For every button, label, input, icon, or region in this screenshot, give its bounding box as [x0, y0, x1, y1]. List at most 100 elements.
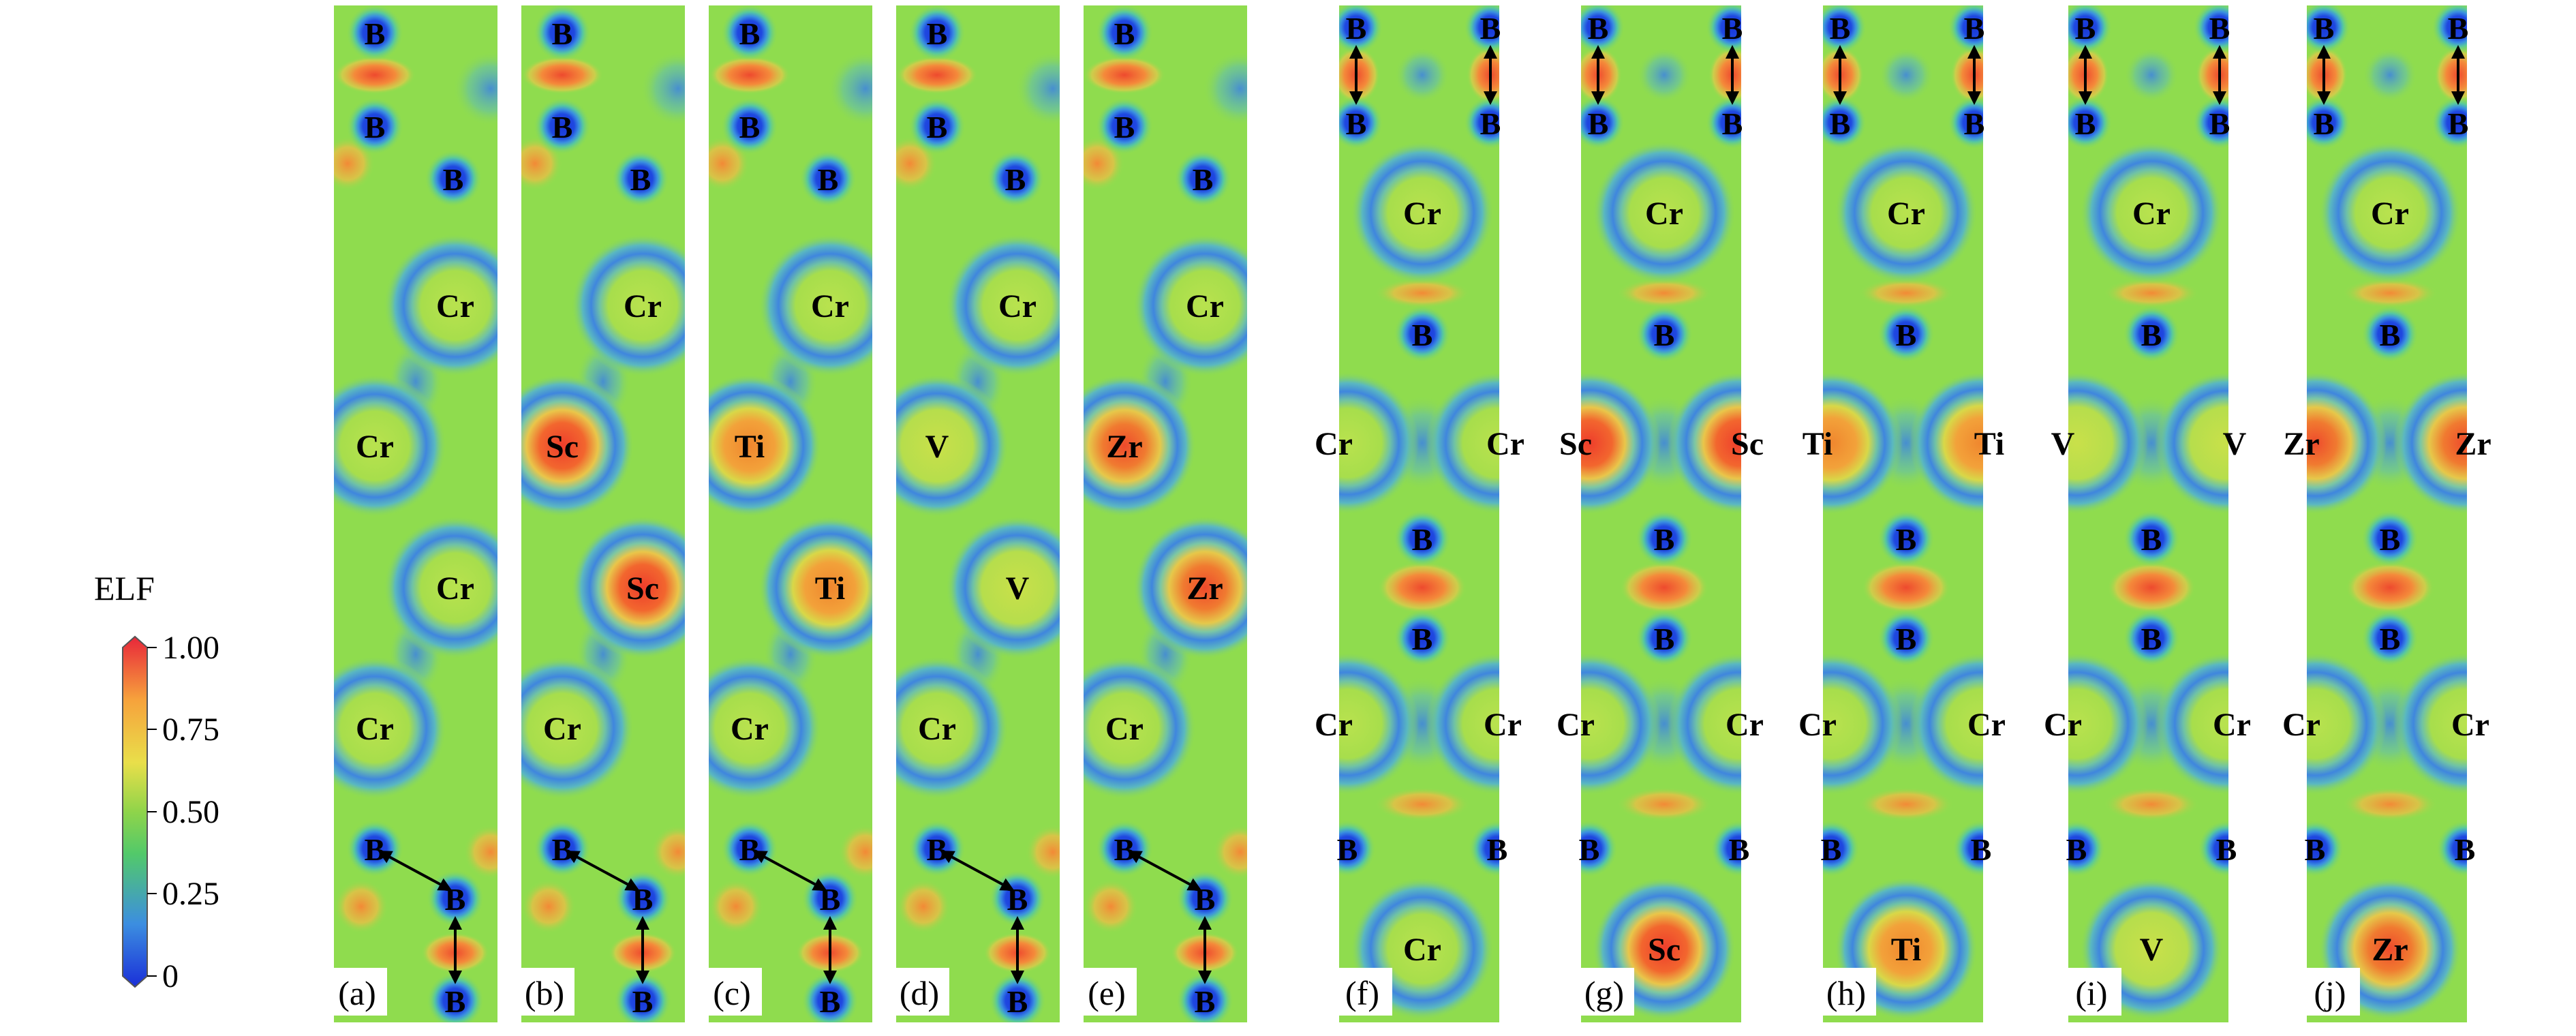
atom-b-density	[1469, 820, 1499, 877]
atom-b-density	[1339, 95, 1383, 150]
atom-cr-density	[1339, 371, 1419, 515]
panel-c: B B B Cr Ti Ti Cr B B B (c)	[702, 5, 872, 1022]
atom-label-zr: Zr	[1106, 429, 1142, 465]
elf-panels: B B B Cr Cr Cr Cr B B B (a) B B B Cr Sc Sc Cr B B B (b) B B B Cr T…	[327, 5, 2491, 1022]
atom-cr-density	[334, 656, 446, 799]
atom-label-cr: Cr	[2451, 707, 2489, 743]
elf-map	[334, 5, 497, 1022]
atom-label-b: B	[1346, 11, 1367, 46]
atom-b-density	[427, 972, 484, 1022]
atom-b-density	[1823, 5, 1867, 55]
atom-label-cr: Cr	[624, 288, 662, 324]
atom-label-b: B	[2314, 106, 2335, 141]
atom-label-b: B	[2380, 318, 2401, 352]
atom-label-b: B	[1193, 162, 1214, 197]
atom-b-density	[1636, 305, 1693, 363]
atom-b-density	[2192, 5, 2228, 55]
atom-cr-density	[2318, 141, 2462, 284]
elf-feature	[641, 51, 685, 126]
atom-b-density	[2431, 95, 2467, 150]
elf-feature	[334, 56, 416, 94]
atom-b-density	[1174, 150, 1231, 207]
atom-b-density	[2431, 5, 2467, 55]
atom-cr-density	[1084, 656, 1196, 799]
atom-label-cr: Cr	[1645, 196, 1683, 232]
atom-label-b: B	[1480, 11, 1501, 46]
atom-b-density	[989, 972, 1046, 1022]
atom-label-cr: Cr	[1105, 711, 1144, 747]
atom-b-density	[799, 150, 857, 207]
atom-label-b: B	[2209, 106, 2230, 141]
bond-arrow	[1127, 851, 1202, 891]
atom-b-density	[1711, 820, 1741, 877]
atom-label-cr: Cr	[356, 429, 394, 465]
atom-label-b: B	[2075, 106, 2096, 141]
colorbar-tick-label: 1.00	[162, 630, 219, 666]
elf-feature	[334, 879, 388, 934]
atom-label-b: B	[739, 832, 761, 867]
atom-label-b: B	[927, 832, 948, 867]
atom-label-b: B	[1830, 11, 1851, 46]
atom-label-zr: Zr	[2455, 426, 2491, 462]
atom-label-v: V	[2140, 932, 2164, 968]
atom-label-b: B	[1964, 106, 1985, 141]
atom-b-density	[1636, 609, 1693, 667]
atom-b-density	[2436, 820, 2467, 877]
atom-b-density	[1339, 820, 1376, 877]
atom-cr-density	[1133, 234, 1247, 377]
elf-feature	[1213, 825, 1247, 879]
elf-feature	[2124, 48, 2179, 102]
atom-label-b: B	[1654, 318, 1675, 352]
atom-b-density	[1394, 609, 1451, 667]
atom-label-cr: Cr	[1186, 288, 1224, 324]
atom-label-cr: Cr	[998, 288, 1037, 324]
atom-label-b: B	[2448, 106, 2469, 141]
atom-cr-density	[2068, 652, 2148, 795]
atom-label-sc: Sc	[1559, 426, 1592, 462]
elf-map	[1823, 5, 1983, 1022]
panel-label-box	[2061, 968, 2121, 1016]
atom-b-density	[1463, 95, 1499, 150]
atom-cr-density	[1351, 141, 1494, 284]
atom-label-b: B	[2448, 11, 2469, 46]
atom-zr-density	[2307, 371, 2387, 515]
atom-label-b: B	[1007, 882, 1028, 917]
atom-label-b: B	[1412, 622, 1433, 656]
panel-label-box	[2300, 968, 2360, 1016]
atom-b-density	[1463, 5, 1499, 55]
atom-label-cr: Cr	[731, 711, 769, 747]
elf-feature	[1026, 825, 1060, 879]
atom-ti-density	[1823, 371, 1903, 515]
panel-b: B B B Cr Sc Sc Cr B B B (b)	[515, 5, 685, 1022]
atom-b-density	[1705, 5, 1741, 55]
atom-label-sc: Sc	[626, 570, 659, 607]
bond-arrow	[378, 851, 453, 891]
atom-label-b: B	[2314, 11, 2335, 46]
atom-cr-density	[1823, 652, 1903, 795]
elf-feature	[2342, 278, 2438, 308]
atom-label-cr: Cr	[1798, 707, 1837, 743]
panel-e: B B B Cr Zr Zr Cr B B B (e)	[1077, 5, 1247, 1022]
elf-feature	[828, 51, 872, 126]
atom-b-density	[908, 97, 966, 155]
atom-b-density	[2307, 820, 2344, 877]
elf-feature	[1879, 48, 1933, 102]
atom-label-cr: Cr	[436, 288, 474, 324]
atom-b-density	[612, 150, 669, 207]
elf-feature	[1084, 879, 1138, 934]
atom-label-b: B	[2141, 318, 2162, 352]
elf-feature	[1862, 562, 1950, 613]
atom-sc-density	[571, 516, 685, 659]
atom-label-cr: Cr	[436, 570, 474, 607]
atom-cr-density	[1581, 652, 1661, 795]
atom-ti-density	[709, 374, 821, 517]
atom-label-b: B	[1896, 318, 1917, 352]
atom-label-cr: Cr	[2044, 707, 2082, 743]
atom-b-density	[1877, 609, 1935, 667]
elf-feature	[1620, 562, 1708, 613]
atom-label-cr: Cr	[543, 711, 581, 747]
atom-label-b: B	[1588, 106, 1609, 141]
atom-label-ti: Ti	[815, 570, 845, 607]
atom-label-zr: Zr	[2372, 932, 2408, 968]
atom-label-b: B	[445, 882, 466, 917]
